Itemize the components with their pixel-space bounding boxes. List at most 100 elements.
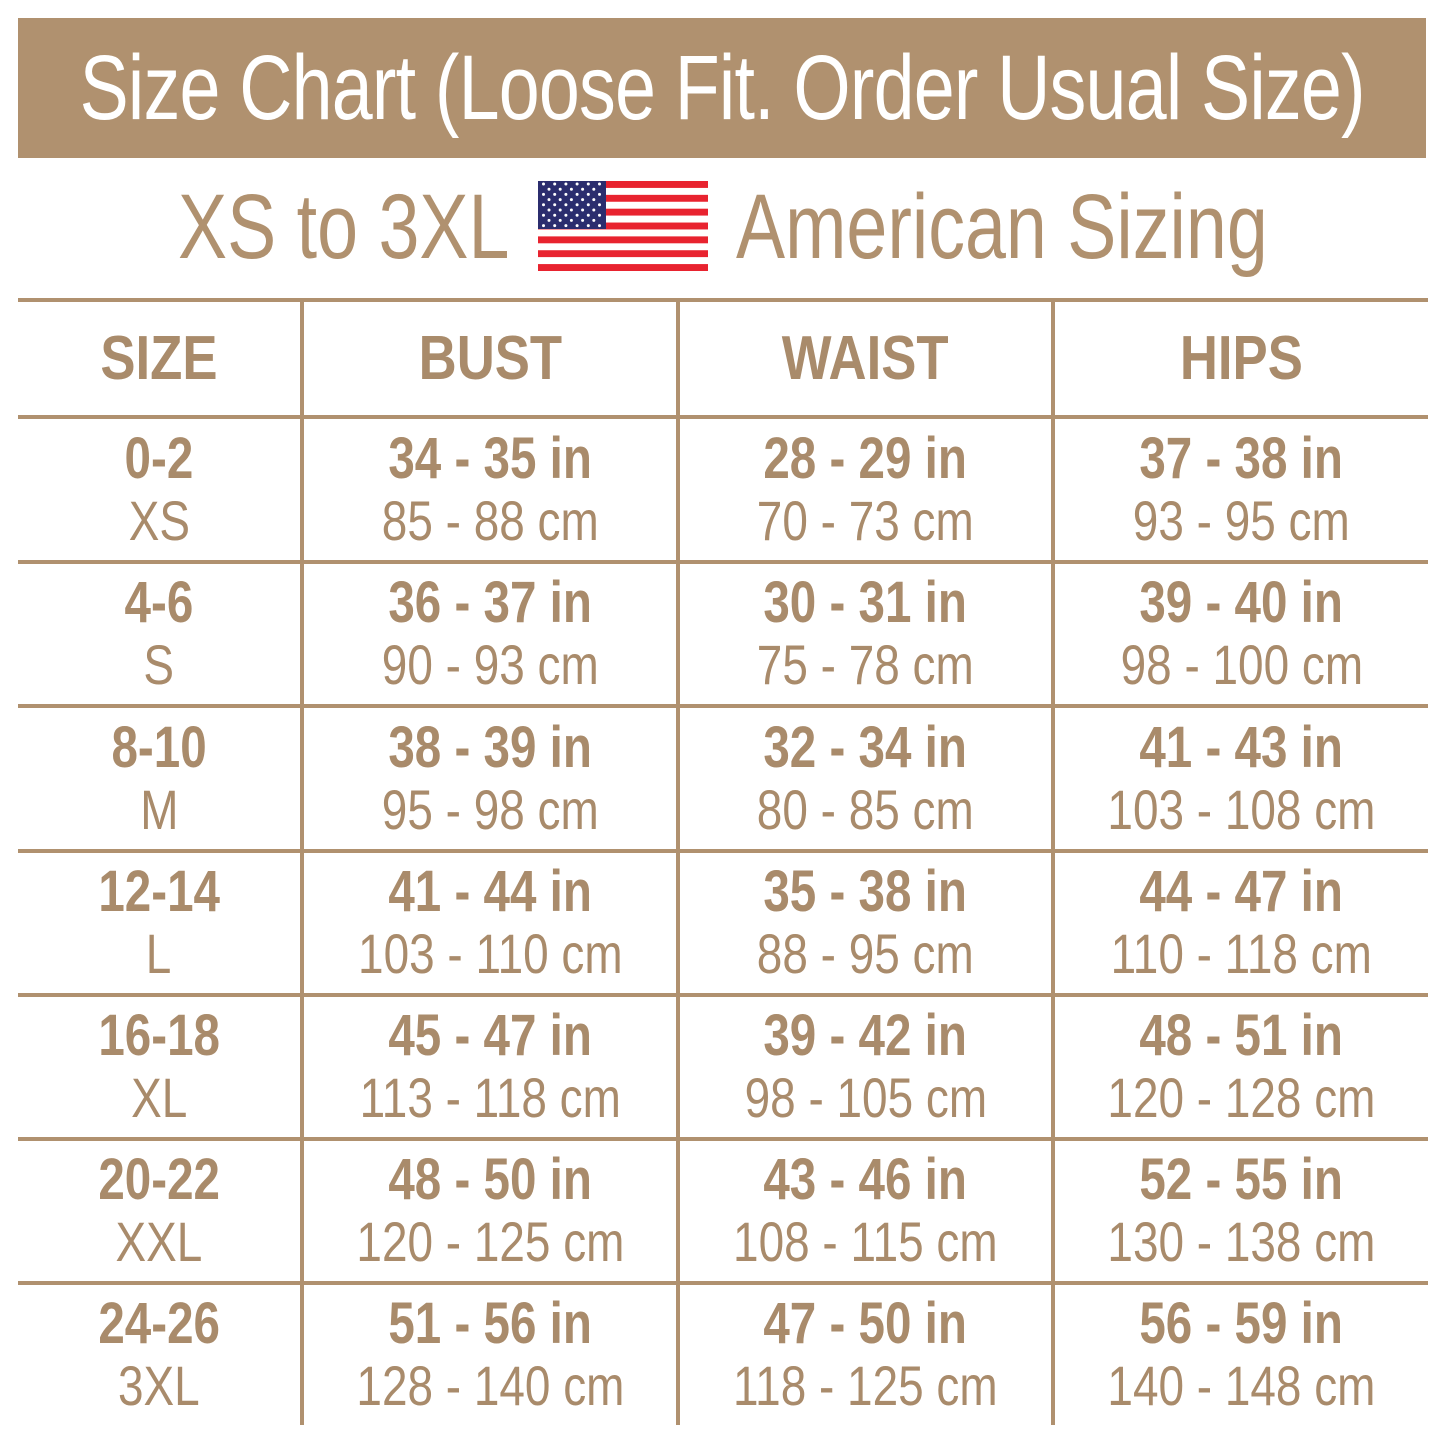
header-bust: BUST xyxy=(304,302,676,415)
measurement-inches: 52 - 55 in xyxy=(1139,1147,1344,1212)
header-size: SIZE xyxy=(18,302,300,415)
measurement-cm: 118 - 125 cm xyxy=(733,1354,998,1417)
size-number: 12-14 xyxy=(98,859,220,924)
cell-bust: 45 - 47 in 113 - 118 cm xyxy=(304,997,676,1137)
measurement-inches: 32 - 34 in xyxy=(763,714,968,780)
size-number: 20-22 xyxy=(98,1147,220,1212)
cell-hips: 48 - 51 in 120 - 128 cm xyxy=(1055,997,1428,1137)
measurement-cm: 95 - 98 cm xyxy=(381,777,599,841)
cell-hips: 41 - 43 in 103 - 108 cm xyxy=(1055,708,1428,849)
measurement-cm: 80 - 85 cm xyxy=(757,777,974,841)
cell-bust: 34 - 35 in 85 - 88 cm xyxy=(304,419,676,560)
cell-hips: 37 - 38 in 93 - 95 cm xyxy=(1055,419,1428,560)
measurement-cm: 70 - 73 cm xyxy=(757,488,974,552)
measurement-inches: 30 - 31 in xyxy=(763,570,968,635)
measurement-inches: 41 - 44 in xyxy=(388,859,592,924)
cell-bust: 38 - 39 in 95 - 98 cm xyxy=(304,708,676,849)
measurement-inches: 48 - 51 in xyxy=(1139,1003,1344,1068)
measurement-inches: 39 - 42 in xyxy=(763,1003,968,1068)
row-divider xyxy=(18,704,1428,708)
size-number: 8-10 xyxy=(111,714,207,780)
row-divider xyxy=(18,415,1428,419)
cell-waist: 35 - 38 in 88 - 95 cm xyxy=(680,853,1051,993)
column-header: BUST xyxy=(418,324,562,393)
size-label: XXL xyxy=(115,1210,203,1273)
measurement-inches: 48 - 50 in xyxy=(388,1147,592,1212)
cell-hips: 52 - 55 in 130 - 138 cm xyxy=(1055,1141,1428,1281)
page-title: Size Chart (Loose Fit. Order Usual Size) xyxy=(79,36,1365,139)
measurement-cm: 130 - 138 cm xyxy=(1107,1210,1376,1273)
cell-size: 4-6 S xyxy=(18,564,300,704)
column-header: WAIST xyxy=(782,324,949,393)
measurement-inches: 37 - 38 in xyxy=(1139,425,1344,491)
measurement-inches: 28 - 29 in xyxy=(763,425,968,491)
size-label: 3XL xyxy=(118,1354,200,1417)
cell-waist: 43 - 46 in 108 - 115 cm xyxy=(680,1141,1051,1281)
header-waist: WAIST xyxy=(680,302,1051,415)
size-number: 24-26 xyxy=(98,1291,220,1356)
size-label: XS xyxy=(128,488,190,552)
measurement-inches: 34 - 35 in xyxy=(388,425,592,491)
cell-waist: 32 - 34 in 80 - 85 cm xyxy=(680,708,1051,849)
cell-bust: 41 - 44 in 103 - 110 cm xyxy=(304,853,676,993)
measurement-cm: 140 - 148 cm xyxy=(1107,1354,1376,1417)
size-label: M xyxy=(139,777,179,841)
cell-hips: 39 - 40 in 98 - 100 cm xyxy=(1055,564,1428,704)
column-header: SIZE xyxy=(100,324,218,393)
cell-size: 16-18 XL xyxy=(18,997,300,1137)
row-divider xyxy=(18,298,1428,302)
us-flag-icon xyxy=(538,181,708,271)
cell-bust: 36 - 37 in 90 - 93 cm xyxy=(304,564,676,704)
measurement-cm: 110 - 118 cm xyxy=(1110,922,1373,985)
column-header: HIPS xyxy=(1179,324,1304,393)
measurement-cm: 103 - 110 cm xyxy=(357,922,623,985)
size-label: S xyxy=(143,633,175,696)
row-divider xyxy=(18,1281,1428,1285)
measurement-inches: 56 - 59 in xyxy=(1139,1291,1344,1356)
cell-size: 8-10 M xyxy=(18,708,300,849)
measurement-cm: 90 - 93 cm xyxy=(381,633,599,696)
title-banner: Size Chart (Loose Fit. Order Usual Size) xyxy=(18,18,1426,158)
cell-size: 24-26 3XL xyxy=(18,1285,300,1425)
cell-hips: 56 - 59 in 140 - 148 cm xyxy=(1055,1285,1428,1425)
cell-size: 0-2 XS xyxy=(18,419,300,560)
measurement-inches: 35 - 38 in xyxy=(763,859,968,924)
measurement-cm: 120 - 125 cm xyxy=(355,1210,625,1273)
row-divider xyxy=(18,993,1428,997)
measurement-inches: 39 - 40 in xyxy=(1139,570,1344,635)
measurement-inches: 38 - 39 in xyxy=(388,714,592,780)
measurement-cm: 103 - 108 cm xyxy=(1107,777,1376,841)
column-divider xyxy=(300,298,304,1425)
cell-waist: 47 - 50 in 118 - 125 cm xyxy=(680,1285,1051,1425)
cell-bust: 48 - 50 in 120 - 125 cm xyxy=(304,1141,676,1281)
measurement-cm: 88 - 95 cm xyxy=(757,922,974,985)
size-number: 4-6 xyxy=(124,570,194,635)
cell-bust: 51 - 56 in 128 - 140 cm xyxy=(304,1285,676,1425)
measurement-cm: 85 - 88 cm xyxy=(381,488,599,552)
column-divider xyxy=(676,298,680,1425)
subtitle-size-range: XS to 3XL xyxy=(178,176,510,278)
row-divider xyxy=(18,849,1428,853)
cell-size: 20-22 XXL xyxy=(18,1141,300,1281)
measurement-inches: 41 - 43 in xyxy=(1139,714,1344,780)
measurement-inches: 51 - 56 in xyxy=(388,1291,592,1356)
measurement-cm: 108 - 115 cm xyxy=(733,1210,998,1273)
cell-waist: 28 - 29 in 70 - 73 cm xyxy=(680,419,1051,560)
measurement-inches: 36 - 37 in xyxy=(388,570,592,635)
row-divider xyxy=(18,560,1428,564)
measurement-cm: 128 - 140 cm xyxy=(355,1354,625,1417)
measurement-cm: 75 - 78 cm xyxy=(757,633,974,696)
column-divider xyxy=(1051,298,1055,1425)
measurement-inches: 45 - 47 in xyxy=(388,1003,592,1068)
measurement-cm: 120 - 128 cm xyxy=(1107,1066,1376,1129)
subtitle-sizing: American Sizing xyxy=(736,176,1268,278)
cell-hips: 44 - 47 in 110 - 118 cm xyxy=(1055,853,1428,993)
measurement-inches: 44 - 47 in xyxy=(1139,859,1344,924)
size-number: 0-2 xyxy=(124,425,194,491)
size-number: 16-18 xyxy=(98,1003,220,1068)
measurement-cm: 98 - 100 cm xyxy=(1120,633,1363,696)
size-label: XL xyxy=(130,1066,188,1129)
cell-waist: 30 - 31 in 75 - 78 cm xyxy=(680,564,1051,704)
header-hips: HIPS xyxy=(1055,302,1428,415)
measurement-inches: 43 - 46 in xyxy=(763,1147,968,1212)
